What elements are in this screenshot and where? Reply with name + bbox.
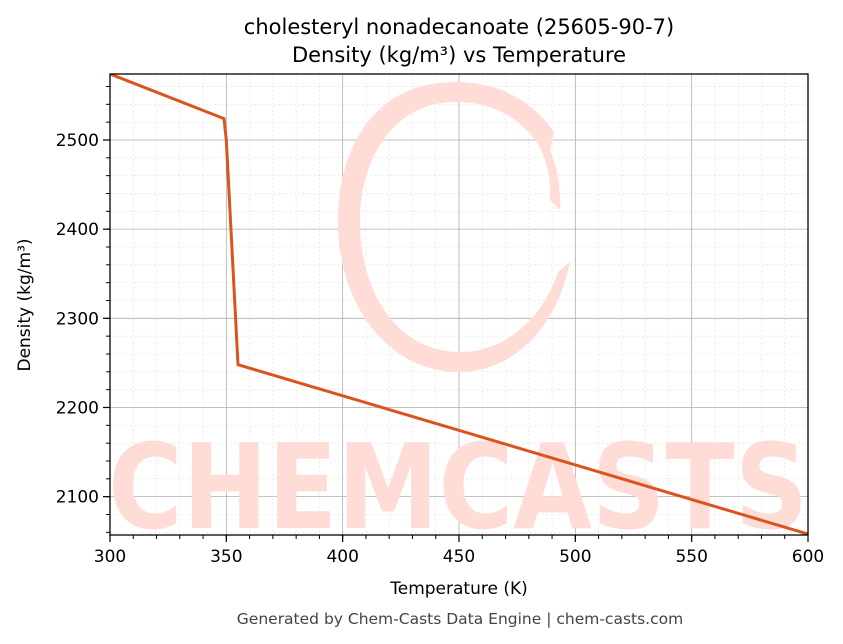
watermark-swirl-inner <box>520 114 561 210</box>
x-tick-label: 600 <box>792 547 824 567</box>
chemcasts-watermark: CHEMCASTS <box>108 82 808 556</box>
watermark-text: CHEMCASTS <box>108 418 808 556</box>
major-grid <box>110 74 808 535</box>
x-tick-label: 450 <box>443 547 475 567</box>
y-tick-label: 2400 <box>56 220 99 240</box>
chart-subtitle: Density (kg/m³) vs Temperature <box>292 43 626 67</box>
x-axis: 300 350 400 450 500 550 600 <box>94 535 824 567</box>
x-axis-label: Temperature (K) <box>389 579 528 599</box>
y-tick-label: 2100 <box>56 488 99 508</box>
density-series-line <box>110 74 808 535</box>
y-tick-label: 2300 <box>56 309 99 329</box>
x-tick-label: 500 <box>559 547 591 567</box>
y-tick-label: 2500 <box>56 131 99 151</box>
plot-area: CHEMCASTS <box>108 74 808 556</box>
x-tick-label: 550 <box>675 547 707 567</box>
x-tick-label: 300 <box>94 547 126 567</box>
x-tick-label: 350 <box>210 547 242 567</box>
chart-title: cholesteryl nonadecanoate (25605-90-7) <box>244 15 674 39</box>
y-axis-label: Density (kg/m³) <box>15 238 35 371</box>
y-axis: 2100 2200 2300 2400 2500 <box>56 85 110 533</box>
x-tick-label: 400 <box>326 547 358 567</box>
footer-credit: Generated by Chem-Casts Data Engine | ch… <box>237 610 683 628</box>
y-tick-label: 2200 <box>56 398 99 418</box>
